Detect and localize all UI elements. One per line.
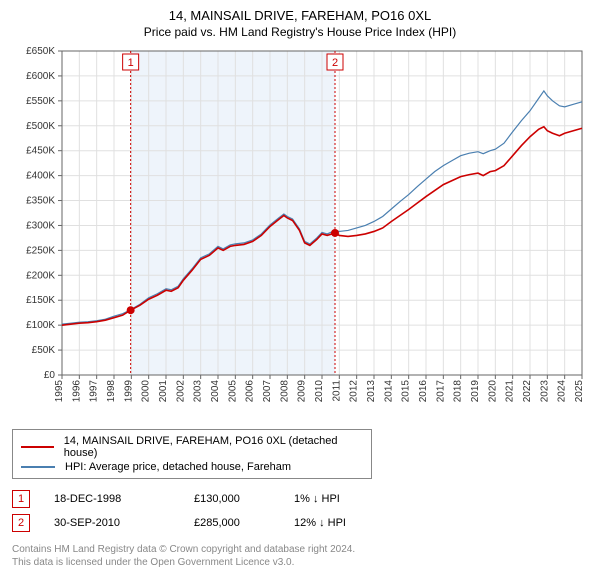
svg-text:2021: 2021	[505, 380, 516, 403]
marker-row: 1 18-DEC-1998£130,0001% ↓ HPI	[12, 487, 588, 511]
svg-text:2022: 2022	[522, 380, 533, 403]
svg-text:2: 2	[332, 57, 338, 69]
svg-text:2004: 2004	[210, 380, 221, 403]
svg-text:2009: 2009	[297, 380, 308, 403]
svg-text:2015: 2015	[401, 380, 412, 403]
svg-text:1999: 1999	[123, 380, 134, 403]
chart-plot: £0 £50K £100K £150K £200K £250K £300K £350K £400…	[12, 45, 588, 423]
svg-text:2000: 2000	[141, 380, 152, 403]
marker-row: 2 30-SEP-2010£285,00012% ↓ HPI	[12, 511, 588, 535]
svg-text:2016: 2016	[418, 380, 429, 403]
svg-text:£350K: £350K	[26, 196, 55, 207]
svg-text:2001: 2001	[158, 380, 169, 403]
svg-text:£250K: £250K	[26, 245, 55, 256]
legend-swatch	[21, 446, 54, 448]
svg-text:2020: 2020	[487, 380, 498, 403]
svg-text:2014: 2014	[383, 380, 394, 403]
svg-text:2005: 2005	[227, 380, 238, 403]
marker-number: 2	[12, 514, 30, 532]
marker-date: 18-DEC-1998	[54, 493, 194, 505]
svg-text:2012: 2012	[349, 380, 360, 403]
svg-text:£300K: £300K	[26, 220, 55, 231]
svg-text:1995: 1995	[54, 380, 65, 403]
svg-text:1: 1	[128, 57, 134, 69]
legend-row: 14, MAINSAIL DRIVE, FAREHAM, PO16 0XL (d…	[21, 434, 363, 460]
legend-label: 14, MAINSAIL DRIVE, FAREHAM, PO16 0XL (d…	[64, 435, 363, 459]
svg-text:£650K: £650K	[26, 46, 55, 57]
svg-text:£600K: £600K	[26, 71, 55, 82]
footer-line-2: This data is licensed under the Open Gov…	[12, 556, 588, 569]
svg-text:£150K: £150K	[26, 295, 55, 306]
marker-price: £285,000	[194, 517, 294, 529]
svg-text:2008: 2008	[279, 380, 290, 403]
svg-text:2011: 2011	[331, 380, 342, 402]
svg-text:2006: 2006	[245, 380, 256, 403]
svg-text:2010: 2010	[314, 380, 325, 403]
svg-text:£0: £0	[44, 370, 56, 381]
footer-text: Contains HM Land Registry data © Crown c…	[12, 543, 588, 569]
svg-text:2017: 2017	[435, 380, 446, 403]
svg-text:£450K: £450K	[26, 146, 55, 157]
chart-title: 14, MAINSAIL DRIVE, FAREHAM, PO16 0XL	[12, 8, 588, 23]
svg-text:£500K: £500K	[26, 121, 55, 132]
footer-line-1: Contains HM Land Registry data © Crown c…	[12, 543, 588, 556]
svg-text:2019: 2019	[470, 380, 481, 403]
svg-text:2025: 2025	[574, 380, 585, 403]
legend-swatch	[21, 466, 55, 468]
svg-text:£550K: £550K	[26, 96, 55, 107]
legend-label: HPI: Average price, detached house, Fare…	[65, 461, 291, 473]
svg-text:1998: 1998	[106, 380, 117, 403]
chart-subtitle: Price paid vs. HM Land Registry's House …	[12, 25, 588, 39]
svg-text:£100K: £100K	[26, 320, 55, 331]
marker-number: 1	[12, 490, 30, 508]
svg-text:£400K: £400K	[26, 171, 55, 182]
svg-text:2002: 2002	[175, 380, 186, 403]
marker-diff: 1% ↓ HPI	[294, 493, 414, 505]
svg-text:2024: 2024	[557, 380, 568, 403]
svg-text:£200K: £200K	[26, 270, 55, 281]
marker-diff: 12% ↓ HPI	[294, 517, 414, 529]
marker-date: 30-SEP-2010	[54, 517, 194, 529]
marker-price: £130,000	[194, 493, 294, 505]
legend: 14, MAINSAIL DRIVE, FAREHAM, PO16 0XL (d…	[12, 429, 372, 479]
svg-text:£50K: £50K	[32, 345, 56, 356]
svg-text:2003: 2003	[193, 380, 204, 403]
svg-text:1996: 1996	[71, 380, 82, 403]
svg-text:2013: 2013	[366, 380, 377, 403]
marker-table: 1 18-DEC-1998£130,0001% ↓ HPI 2 30-SEP-2010…	[12, 487, 588, 535]
svg-text:2023: 2023	[539, 380, 550, 403]
svg-text:1997: 1997	[89, 380, 100, 403]
svg-text:2018: 2018	[453, 380, 464, 403]
svg-text:2007: 2007	[262, 380, 273, 403]
chart-container: 14, MAINSAIL DRIVE, FAREHAM, PO16 0XL Pr…	[0, 0, 600, 575]
legend-row: HPI: Average price, detached house, Fare…	[21, 460, 363, 474]
